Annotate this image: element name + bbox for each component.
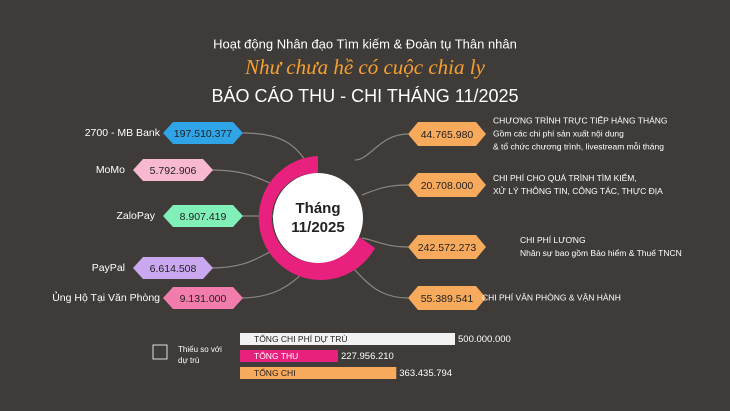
expense-amount: 242.572.273 <box>418 242 477 254</box>
title: BÁO CÁO THU - CHI THÁNG 11/2025 <box>211 86 518 106</box>
slogan: Như chưa hề có cuộc chia ly <box>244 55 486 79</box>
total-bar <box>240 333 455 345</box>
income-badge <box>163 287 243 309</box>
total-bar <box>240 350 339 362</box>
expense-amount: 44.765.980 <box>421 129 474 141</box>
income-amount: 8.907.419 <box>180 211 227 223</box>
legend-text: dự trù <box>178 356 199 365</box>
income-badge <box>133 257 213 279</box>
expense-text: Gồm các chi phí sản xuất nội dung <box>493 128 624 138</box>
total-amount: 500.000.000 <box>458 334 511 345</box>
connectors <box>209 132 409 299</box>
expense-text: CHI PHÍ CHO QUÁ TRÌNH TÌM KIẾM, <box>493 173 637 183</box>
expense-text: & tổ chức chương trình, livestream mỗi t… <box>493 141 664 151</box>
income-amount: 5.792.906 <box>150 165 197 177</box>
total-name: TỔNG THU <box>254 350 298 361</box>
expense-amount: 20.708.000 <box>421 180 474 192</box>
legend-box <box>152 344 168 360</box>
income-source: 2700 - MB Bank <box>85 127 161 139</box>
expense-text: CHI PHÍ LƯƠNG <box>520 235 586 245</box>
total-amount: 363.435.794 <box>399 368 452 379</box>
income-amount: 197.510.377 <box>174 128 233 140</box>
income-source: PayPal <box>92 262 125 274</box>
expense-text: CHI PHÍ VĂN PHÒNG & VẬN HÀNH <box>482 292 621 302</box>
expense-text: CHƯƠNG TRÌNH TRỰC TIẾP HÀNG THÁNG <box>493 115 668 125</box>
expense-badge <box>408 173 486 197</box>
income-amount: 6.614.508 <box>150 263 197 275</box>
expense-badge <box>408 235 486 259</box>
expense-badge <box>408 122 486 146</box>
center-date: 11/2025 <box>291 219 344 236</box>
total-name: TỔNG CHI PHÍ DỰ TRÙ <box>254 333 348 344</box>
total-amount: 227.956.210 <box>341 351 394 362</box>
income-badge <box>133 159 213 181</box>
legend-text: Thiếu so với <box>178 345 222 354</box>
expense-text: Nhân sự bao gồm Bảo hiểm & Thuế TNCN <box>520 248 682 258</box>
total-name: TỔNG CHI <box>254 367 296 378</box>
income-source: Ủng Hộ Tại Văn Phòng <box>52 291 160 304</box>
center-circle <box>273 173 363 263</box>
center-month: Tháng <box>296 200 341 217</box>
total-bar <box>240 367 397 379</box>
income-source: ZaloPay <box>116 210 155 222</box>
expense-badge <box>408 286 486 310</box>
income-badge <box>163 205 243 227</box>
income-source: MoMo <box>96 164 125 176</box>
expense-amount: 55.389.541 <box>421 293 474 305</box>
subtitle: Hoạt động Nhân đạo Tìm kiếm & Đoàn tụ Th… <box>213 36 517 51</box>
income-badge <box>163 122 243 144</box>
income-amount: 9.131.000 <box>180 293 227 305</box>
expense-text: XỬ LÝ THÔNG TIN, CÔNG TÁC, THỰC ĐỊA <box>493 185 663 196</box>
